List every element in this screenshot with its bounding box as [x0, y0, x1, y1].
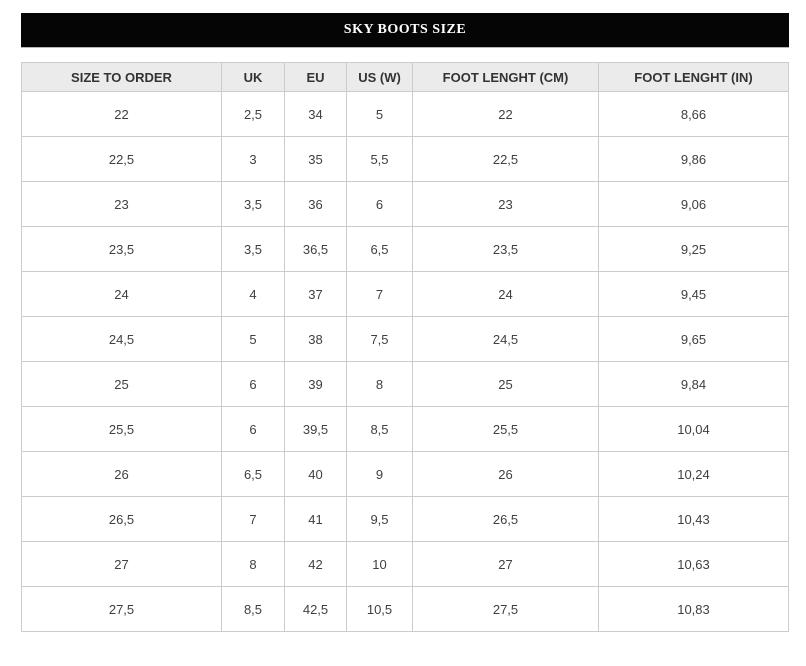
table-cell: 34: [284, 91, 347, 137]
table-cell: 25: [412, 361, 599, 407]
table-cell: 22,5: [412, 136, 599, 182]
size-table-body: 22 2,5 34 5 22 8,66 22,5 3 35 5,5 22,5 9,86 23 3,5 36 6…: [21, 91, 789, 632]
table-cell: 6: [221, 406, 285, 452]
table-cell: 27,5: [21, 586, 222, 632]
table-cell: 10,83: [598, 586, 789, 632]
table-cell: 22: [412, 91, 599, 137]
page: SKY BOOTS SIZE SIZE TO ORDER UK EU US (W) FO…: [21, 13, 789, 632]
size-chart-container: SIZE TO ORDER UK EU US (W) FOOT LENGHT (CM) F…: [21, 62, 789, 632]
size-chart-table: SIZE TO ORDER UK EU US (W) FOOT LENGHT (CM) F…: [21, 62, 789, 632]
table-cell: 9,45: [598, 271, 789, 317]
table-cell: 6,5: [346, 226, 413, 272]
table-cell: 38: [284, 316, 347, 362]
table-cell: 6: [346, 181, 413, 227]
table-cell: 8,66: [598, 91, 789, 137]
table-cell: 3: [221, 136, 285, 182]
table-cell: 9,25: [598, 226, 789, 272]
table-row: 23,5 3,5 36,5 6,5 23,5 9,25: [21, 226, 789, 272]
table-cell: 9,5: [346, 496, 413, 542]
table-cell: 40: [284, 451, 347, 497]
table-cell: 27,5: [412, 586, 599, 632]
table-cell: 10,43: [598, 496, 789, 542]
table-cell: 25,5: [21, 406, 222, 452]
table-cell: 39,5: [284, 406, 347, 452]
table-cell: 26,5: [412, 496, 599, 542]
table-cell: 7,5: [346, 316, 413, 362]
table-row: 23 3,5 36 6 23 9,06: [21, 181, 789, 227]
table-cell: 26,5: [21, 496, 222, 542]
table-cell: 10,04: [598, 406, 789, 452]
table-cell: 26: [412, 451, 599, 497]
table-cell: 35: [284, 136, 347, 182]
table-cell: 8,5: [346, 406, 413, 452]
table-cell: 24: [412, 271, 599, 317]
table-cell: 8: [221, 541, 285, 587]
table-cell: 36,5: [284, 226, 347, 272]
table-cell: 3,5: [221, 226, 285, 272]
table-cell: 22,5: [21, 136, 222, 182]
table-row: 26,5 7 41 9,5 26,5 10,43: [21, 496, 789, 542]
table-row: 27,5 8,5 42,5 10,5 27,5 10,83: [21, 586, 789, 632]
table-row: 25 6 39 8 25 9,84: [21, 361, 789, 407]
table-cell: 27: [412, 541, 599, 587]
table-cell: 22: [21, 91, 222, 137]
table-cell: 7: [221, 496, 285, 542]
table-cell: 24,5: [412, 316, 599, 362]
table-cell: 42: [284, 541, 347, 587]
table-cell: 2,5: [221, 91, 285, 137]
table-cell: 9: [346, 451, 413, 497]
table-cell: 42,5: [284, 586, 347, 632]
column-header: EU: [284, 62, 347, 92]
table-cell: 10,63: [598, 541, 789, 587]
table-cell: 23: [412, 181, 599, 227]
table-cell: 24,5: [21, 316, 222, 362]
table-header-row: SIZE TO ORDER UK EU US (W) FOOT LENGHT (CM) F…: [21, 62, 789, 92]
title-banner: SKY BOOTS SIZE: [21, 13, 789, 48]
table-cell: 37: [284, 271, 347, 317]
table-row: 24 4 37 7 24 9,45: [21, 271, 789, 317]
table-cell: 24: [21, 271, 222, 317]
table-row: 24,5 5 38 7,5 24,5 9,65: [21, 316, 789, 362]
table-cell: 27: [21, 541, 222, 587]
table-cell: 8,5: [221, 586, 285, 632]
table-cell: 7: [346, 271, 413, 317]
table-cell: 9,65: [598, 316, 789, 362]
table-cell: 26: [21, 451, 222, 497]
column-header: FOOT LENGHT (CM): [412, 62, 599, 92]
table-row: 25,5 6 39,5 8,5 25,5 10,04: [21, 406, 789, 452]
table-row: 22 2,5 34 5 22 8,66: [21, 91, 789, 137]
table-cell: 6: [221, 361, 285, 407]
table-row: 22,5 3 35 5,5 22,5 9,86: [21, 136, 789, 182]
table-row: 26 6,5 40 9 26 10,24: [21, 451, 789, 497]
table-cell: 10: [346, 541, 413, 587]
table-cell: 5: [346, 91, 413, 137]
table-cell: 4: [221, 271, 285, 317]
table-row: 27 8 42 10 27 10,63: [21, 541, 789, 587]
table-cell: 23: [21, 181, 222, 227]
table-cell: 9,06: [598, 181, 789, 227]
table-cell: 41: [284, 496, 347, 542]
table-cell: 23,5: [21, 226, 222, 272]
table-cell: 25,5: [412, 406, 599, 452]
table-cell: 39: [284, 361, 347, 407]
table-cell: 9,86: [598, 136, 789, 182]
table-cell: 9,84: [598, 361, 789, 407]
table-cell: 6,5: [221, 451, 285, 497]
column-header: UK: [221, 62, 285, 92]
page-title: SKY BOOTS SIZE: [343, 22, 467, 37]
table-cell: 23,5: [412, 226, 599, 272]
table-cell: 36: [284, 181, 347, 227]
column-header: US (W): [346, 62, 413, 92]
table-cell: 25: [21, 361, 222, 407]
column-header: SIZE TO ORDER: [21, 62, 222, 92]
table-cell: 5: [221, 316, 285, 362]
table-cell: 5,5: [346, 136, 413, 182]
column-header: FOOT LENGHT (IN): [598, 62, 789, 92]
table-cell: 8: [346, 361, 413, 407]
table-cell: 10,24: [598, 451, 789, 497]
table-cell: 3,5: [221, 181, 285, 227]
table-cell: 10,5: [346, 586, 413, 632]
